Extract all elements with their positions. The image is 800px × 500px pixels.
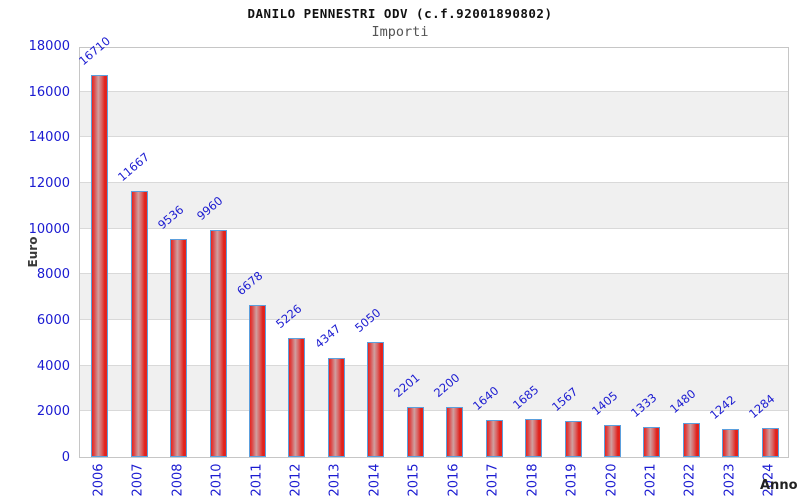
background-band bbox=[80, 274, 788, 320]
x-tick-label: 2011 bbox=[249, 463, 264, 497]
background-band bbox=[80, 365, 788, 412]
x-tick-label: 2016 bbox=[446, 463, 462, 497]
gridline bbox=[80, 182, 788, 183]
y-tick-label: 10000 bbox=[28, 221, 70, 237]
bar-2020 bbox=[604, 424, 621, 457]
bar-2014 bbox=[367, 341, 385, 457]
bar-2017 bbox=[485, 419, 503, 457]
bar-2010 bbox=[209, 229, 227, 457]
x-tick-label: 2010 bbox=[209, 463, 225, 497]
bar-2006 bbox=[91, 75, 109, 457]
x-tick-label: 2006 bbox=[91, 463, 107, 497]
gridline bbox=[80, 90, 788, 92]
x-tick-label: 2022 bbox=[682, 463, 698, 497]
bar-2012 bbox=[288, 337, 306, 457]
bar-2011 bbox=[249, 304, 266, 457]
gridline bbox=[80, 410, 788, 412]
x-tick-label: 2018 bbox=[525, 463, 541, 497]
gridline bbox=[80, 273, 788, 275]
y-tick-label: 14000 bbox=[28, 130, 70, 146]
gridline bbox=[80, 136, 788, 138]
x-axis-title: Anno bbox=[760, 478, 798, 493]
gridline bbox=[80, 319, 788, 320]
chart-title: DANILO PENNESTRI ODV (c.f.92001890802) bbox=[247, 6, 553, 21]
background-band bbox=[80, 183, 788, 229]
bar-2008 bbox=[170, 239, 188, 457]
y-tick-label: 18000 bbox=[28, 39, 70, 54]
y-tick-label: 2000 bbox=[36, 404, 70, 420]
x-tick-label: 2021 bbox=[643, 463, 659, 497]
gridline bbox=[80, 227, 788, 229]
x-tick-label: 2020 bbox=[604, 463, 619, 497]
x-tick-label: 2023 bbox=[722, 463, 738, 497]
bar-2021 bbox=[643, 426, 661, 457]
x-tick-label: 2012 bbox=[288, 463, 304, 497]
bar-2019 bbox=[564, 421, 582, 457]
bar-value-label: 11667 bbox=[115, 149, 153, 184]
plot-area: 16710 11667 9536 9960 6678 5226 4347 5050 2201 22… bbox=[76, 34, 789, 458]
gridline bbox=[80, 364, 788, 366]
y-tick-label: 8000 bbox=[36, 267, 70, 283]
x-tick-label: 2007 bbox=[130, 463, 146, 497]
bar-2022 bbox=[682, 423, 700, 457]
x-tick-label: 2017 bbox=[485, 463, 501, 497]
x-tick-label: 2019 bbox=[564, 463, 580, 497]
bar-2007 bbox=[130, 190, 148, 457]
bar-2018 bbox=[525, 418, 543, 457]
y-tick-label: 12000 bbox=[28, 176, 70, 191]
y-tick-label: 16000 bbox=[28, 84, 70, 100]
chart-subtitle: Importi bbox=[371, 24, 429, 40]
x-tick-label: 2013 bbox=[327, 463, 343, 497]
x-tick-label: 2015 bbox=[406, 463, 422, 497]
y-tick-label: 0 bbox=[61, 450, 70, 465]
bar-2013 bbox=[327, 357, 345, 457]
y-tick-label: 4000 bbox=[36, 358, 70, 374]
x-tick-label: 2008 bbox=[170, 463, 186, 497]
y-tick-label: 6000 bbox=[36, 313, 70, 328]
bar-2015 bbox=[406, 406, 424, 457]
bar-2024 bbox=[761, 427, 779, 457]
x-tick-label: 2014 bbox=[367, 463, 383, 497]
bar-value-label: 4347 bbox=[312, 321, 344, 351]
background-band bbox=[80, 91, 788, 138]
y-axis-title: Euro bbox=[26, 236, 40, 268]
bar-2016 bbox=[446, 406, 464, 457]
bar-2023 bbox=[722, 428, 740, 457]
